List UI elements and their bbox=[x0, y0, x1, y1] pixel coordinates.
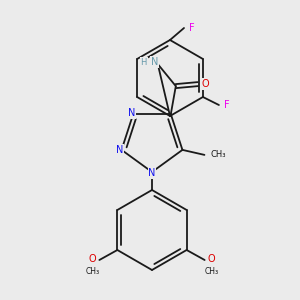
Text: N: N bbox=[128, 108, 135, 118]
Text: N: N bbox=[148, 168, 156, 178]
Text: CH₃: CH₃ bbox=[85, 268, 99, 277]
Text: O: O bbox=[88, 254, 96, 264]
Text: N: N bbox=[151, 57, 158, 67]
Text: CH₃: CH₃ bbox=[211, 150, 226, 159]
Text: H: H bbox=[141, 58, 147, 67]
Text: O: O bbox=[208, 254, 215, 264]
Text: N: N bbox=[116, 145, 123, 155]
Text: CH₃: CH₃ bbox=[205, 268, 219, 277]
Text: F: F bbox=[224, 100, 230, 110]
Text: O: O bbox=[202, 79, 210, 89]
Text: F: F bbox=[189, 23, 195, 33]
